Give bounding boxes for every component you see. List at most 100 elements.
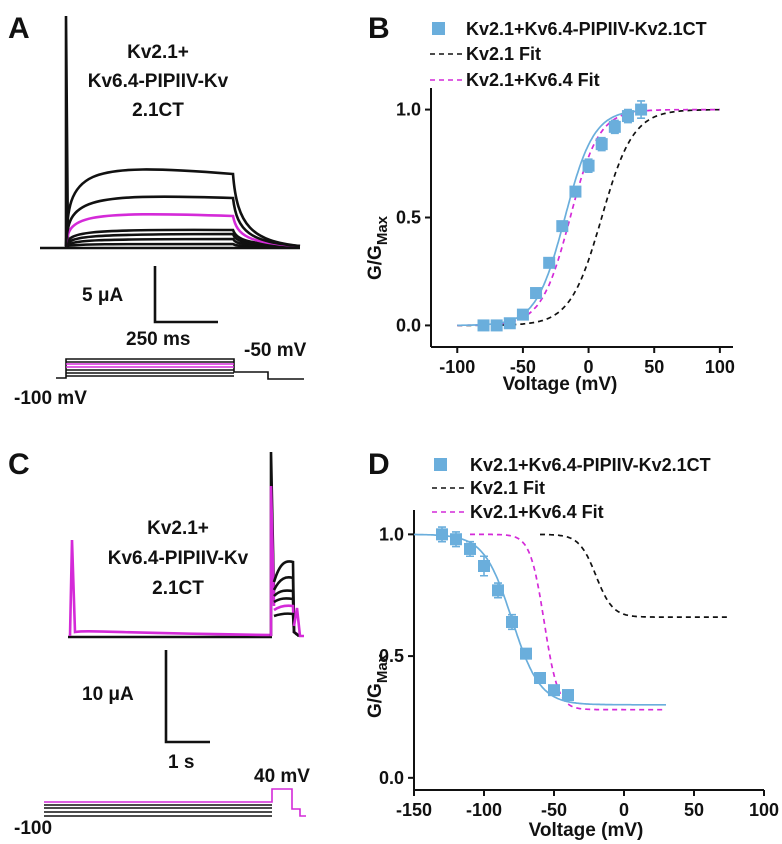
panel-d-legend: Kv2.1+Kv6.4-PIPIIV-Kv2.1CT Kv2.1 Fit Kv2…	[432, 455, 711, 522]
panel-letter-a: A	[8, 12, 30, 45]
panel-c-voltage-protocol	[44, 788, 306, 817]
panel-b-ylabel-sub: Max	[374, 215, 391, 245]
panel-letter-b: B	[368, 12, 390, 45]
d-x-tick-label: -50	[541, 800, 567, 820]
panel-a-title-line-3: 2.1CT	[132, 100, 184, 121]
d-data-point	[506, 616, 518, 628]
panel-d-points	[436, 526, 574, 702]
panel-a-capacitive-spike	[64, 15, 70, 249]
panel-a-trace-1	[65, 242, 301, 249]
b-data-point	[595, 138, 608, 151]
b-y-tick-label: 1.0	[396, 100, 421, 120]
b-data-point	[530, 287, 543, 300]
panel-a-title-line-1: Kv2.1+	[127, 42, 189, 63]
b-data-point	[516, 308, 529, 321]
panel-d-legend-data: Kv2.1+Kv6.4-PIPIIV-Kv2.1CT	[470, 455, 711, 475]
b-x-tick-label: 0	[584, 357, 594, 377]
panel-c: C Kv2.1+ Kv6.4-PIPIIV-Kv 2.1CT 10 μA 1 s…	[8, 448, 310, 839]
d-y-tick-label: 0.0	[379, 768, 404, 788]
panel-d-legend-marker	[434, 458, 447, 471]
panel-b-legend-kv21: Kv2.1 Fit	[466, 44, 541, 64]
panel-letter-c: C	[8, 448, 30, 481]
panel-c-prepulse-spike	[68, 539, 273, 637]
panel-c-protocol-hold: -100	[14, 818, 52, 839]
panel-b: B Kv2.1+Kv6.4-PIPIIV-Kv2.1CT Kv2.1 Fit K…	[365, 12, 735, 395]
d-data-point	[548, 684, 560, 697]
panel-c-title-line-2: Kv6.4-PIPIIV-Kv	[108, 548, 249, 569]
d-data-point	[520, 647, 532, 660]
panel-d-xlabel: Voltage (mV)	[529, 820, 644, 841]
b-data-point	[608, 120, 621, 133]
d-x-tick-label: -100	[466, 800, 502, 820]
panel-b-axes: -100 -50 0 50 100 0.0 0.5 1.0	[396, 88, 735, 377]
d-data-point	[534, 672, 546, 684]
b-data-point	[543, 256, 556, 269]
panel-c-test-spike-magenta	[269, 485, 276, 636]
panel-c-test-trace-1	[272, 560, 300, 638]
d-y-tick-label: 1.0	[379, 524, 404, 544]
d-x-tick-label: 50	[684, 800, 704, 820]
d-data-point	[464, 542, 476, 555]
b-x-tick-label: 100	[705, 357, 735, 377]
panel-c-current-traces	[68, 451, 304, 639]
d-data-point	[492, 584, 504, 597]
b-data-point	[569, 185, 582, 198]
d-kv64-fit-curve	[470, 533, 666, 711]
panel-d-legend-kv21: Kv2.1 Fit	[470, 478, 545, 498]
panel-letter-d: D	[368, 448, 390, 481]
panel-a-scale-bar	[153, 266, 218, 324]
panel-a-trace-2	[65, 237, 301, 248]
panel-a-trace-4	[64, 228, 301, 248]
panel-d: D Kv2.1+Kv6.4-PIPIIV-Kv2.1CT Kv2.1 Fit K…	[365, 448, 779, 841]
panel-b-ylabel-main: G/G	[365, 245, 386, 280]
panel-c-scale-time: 1 s	[168, 752, 194, 773]
b-data-point	[490, 319, 503, 332]
panel-a: A Kv2.1+ Kv6.4-PIPIIV-Kv 2.1CT 5 μA 250 …	[8, 12, 307, 409]
panel-d-ylabel: G/GMax	[365, 653, 391, 718]
b-kv21-fit-curve	[457, 108, 720, 327]
panel-c-scale-bar	[164, 650, 210, 744]
panel-b-legend-marker	[432, 22, 445, 35]
panel-b-curves	[457, 108, 720, 327]
panel-a-scale-current: 5 μA	[82, 285, 123, 306]
d-x-tick-label: 100	[749, 800, 779, 820]
panel-c-test-trace-magenta	[273, 604, 301, 638]
d-x-tick-label: -150	[396, 800, 432, 820]
b-data-fit-curve	[457, 109, 642, 327]
b-y-tick-label: 0.5	[396, 208, 421, 228]
d-y-tick-label: 0.5	[379, 646, 404, 666]
d-kv21-fit-curve	[540, 533, 729, 618]
d-x-tick-label: 0	[619, 800, 629, 820]
b-x-tick-label: -100	[439, 357, 475, 377]
panel-a-scale-time: 250 ms	[126, 329, 190, 350]
panel-a-protocol-hold: -100 mV	[14, 388, 87, 409]
panel-a-trace-7	[64, 168, 301, 248]
d-data-point	[450, 533, 462, 546]
panel-c-test-trace-2	[272, 576, 300, 638]
b-data-point	[503, 317, 516, 330]
panel-c-protocol-test: 40 mV	[254, 766, 310, 787]
panel-b-ylabel: G/GMax	[365, 215, 391, 280]
panel-d-axes: -150 -100 -50 0 50 100 0.0 0.5 1.0	[379, 510, 779, 820]
panel-b-xlabel: Voltage (mV)	[503, 374, 618, 395]
panel-c-test-trace-4	[273, 597, 300, 638]
d-data-point	[478, 560, 490, 572]
panel-b-legend: Kv2.1+Kv6.4-PIPIIV-Kv2.1CT Kv2.1 Fit Kv2…	[430, 19, 707, 90]
b-kv64-fit-curve	[457, 108, 720, 327]
d-data-point	[436, 528, 448, 541]
panel-d-ylabel-sub: Max	[374, 653, 391, 683]
panel-d-ylabel-main: G/G	[365, 683, 386, 718]
b-data-point	[556, 220, 569, 233]
panel-b-points	[477, 100, 648, 332]
panel-c-test-trace-3	[273, 589, 300, 638]
b-data-point	[477, 319, 490, 332]
panel-c-after-trace	[292, 607, 304, 638]
panel-a-trace-6	[64, 195, 301, 248]
panel-c-title-line-1: Kv2.1+	[147, 518, 209, 539]
b-x-tick-label: 50	[644, 357, 664, 377]
d-data-point	[562, 689, 574, 702]
panel-a-protocol-tail: -50 mV	[244, 340, 307, 361]
b-data-point	[621, 110, 634, 123]
panel-b-legend-kv64: Kv2.1+Kv6.4 Fit	[466, 70, 600, 90]
